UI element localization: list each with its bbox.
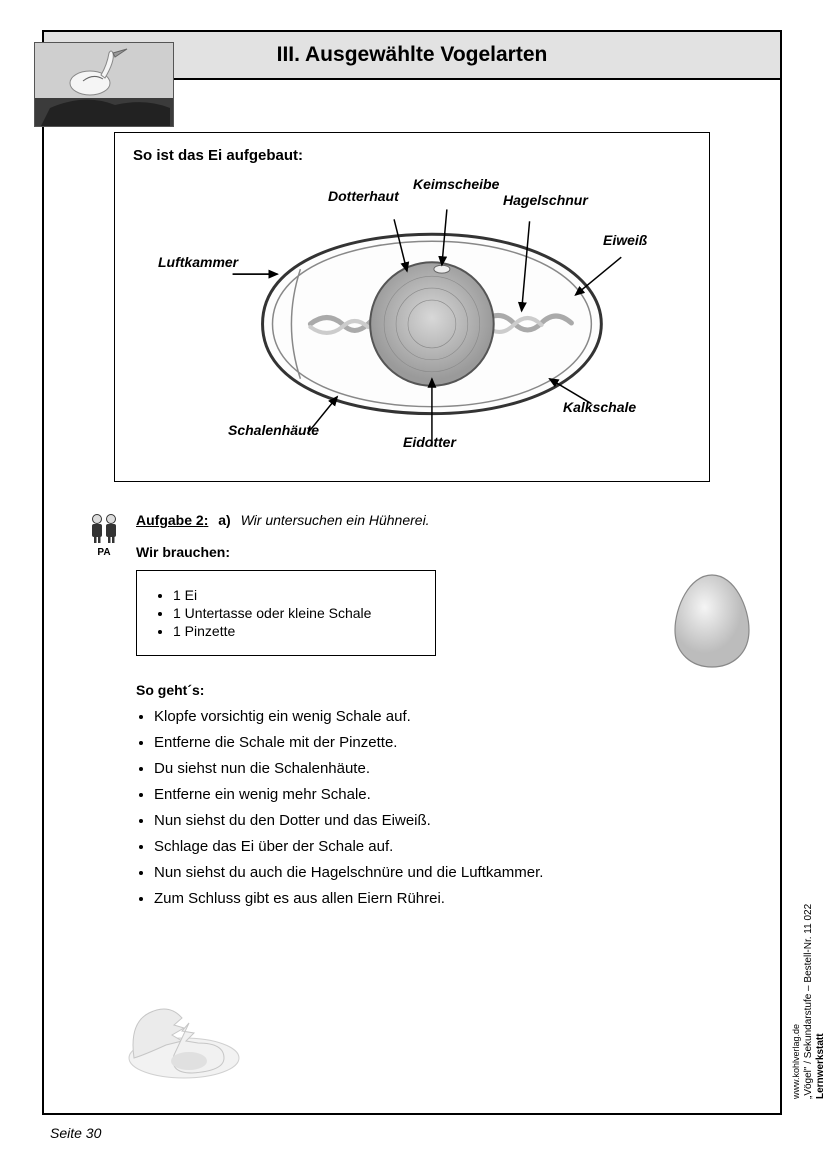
page-number: Seite 30: [50, 1125, 101, 1141]
label-luftkammer: Luftkammer: [158, 254, 238, 270]
label-keimscheibe: Keimscheibe: [413, 176, 499, 192]
task-text: Wir untersuchen ein Hühnerei.: [241, 512, 430, 528]
label-schalenhaeute: Schalenhäute: [228, 422, 319, 438]
egg-diagram-box: So ist das Ei aufgebaut:: [114, 132, 710, 482]
side-credits: Lernwerkstatt „Vögel" / Sekundarstufe – …: [791, 729, 821, 1109]
steps-list-wrap: Klopfe vorsichtig ein wenig Schale auf. …: [136, 708, 740, 907]
partner-work-icon: PA: [84, 512, 124, 558]
label-eidotter: Eidotter: [403, 434, 456, 450]
credits-line1: Lernwerkstatt: [815, 1033, 826, 1099]
task-block: PA Aufgabe 2: a) Wir untersuchen ein Hüh…: [84, 512, 740, 916]
cracked-egg-illustration: [74, 963, 244, 1083]
credits-line2: „Vögel" / Sekundarstufe – Bestell-Nr. 11…: [803, 904, 814, 1099]
label-hagelschnur: Hagelschnur: [503, 192, 588, 208]
task-part: a): [218, 512, 230, 528]
egg-diagram-svg: [133, 174, 691, 464]
list-item: Entferne die Schale mit der Pinzette.: [154, 734, 740, 751]
diagram-title: So ist das Ei aufgebaut:: [133, 147, 691, 164]
label-dotterhaut: Dotterhaut: [328, 188, 399, 204]
steps-heading: So geht´s:: [136, 682, 740, 698]
list-item: Schlage das Ei über der Schale auf.: [154, 838, 740, 855]
list-item: Zum Schluss gibt es aus allen Eiern Rühr…: [154, 890, 740, 907]
task-label: Aufgabe 2:: [136, 512, 208, 528]
stork-photo: [34, 42, 174, 127]
materials-list: 1 Ei 1 Untertasse oder kleine Schale 1 P…: [155, 587, 417, 639]
pa-label: PA: [84, 547, 124, 558]
materials-heading: Wir brauchen:: [136, 544, 740, 560]
steps-list: Klopfe vorsichtig ein wenig Schale auf. …: [136, 708, 740, 907]
list-item: Nun siehst du den Dotter und das Eiweiß.: [154, 812, 740, 829]
label-kalkschale: Kalkschale: [563, 399, 636, 415]
list-item: Nun siehst du auch die Hagelschnüre und …: [154, 864, 740, 881]
egg-diagram: Luftkammer Dotterhaut Keimscheibe Hagels…: [133, 174, 691, 464]
list-item: Entferne ein wenig mehr Schale.: [154, 786, 740, 803]
task-header-row: Aufgabe 2: a) Wir untersuchen ein Hühner…: [136, 512, 740, 528]
list-item: Klopfe vorsichtig ein wenig Schale auf.: [154, 708, 740, 725]
list-item: 1 Ei: [173, 587, 417, 603]
label-eiweiss: Eiweiß: [603, 232, 647, 248]
page-title: III. Ausgewählte Vogelarten: [277, 43, 548, 67]
materials-box: 1 Ei 1 Untertasse oder kleine Schale 1 P…: [136, 570, 436, 656]
list-item: 1 Pinzette: [173, 623, 417, 639]
list-item: 1 Untertasse oder kleine Schale: [173, 605, 417, 621]
list-item: Du siehst nun die Schalenhäute.: [154, 760, 740, 777]
credits-url: www.kohlverlag.de: [791, 1024, 801, 1099]
whole-egg-illustration: [667, 570, 757, 670]
